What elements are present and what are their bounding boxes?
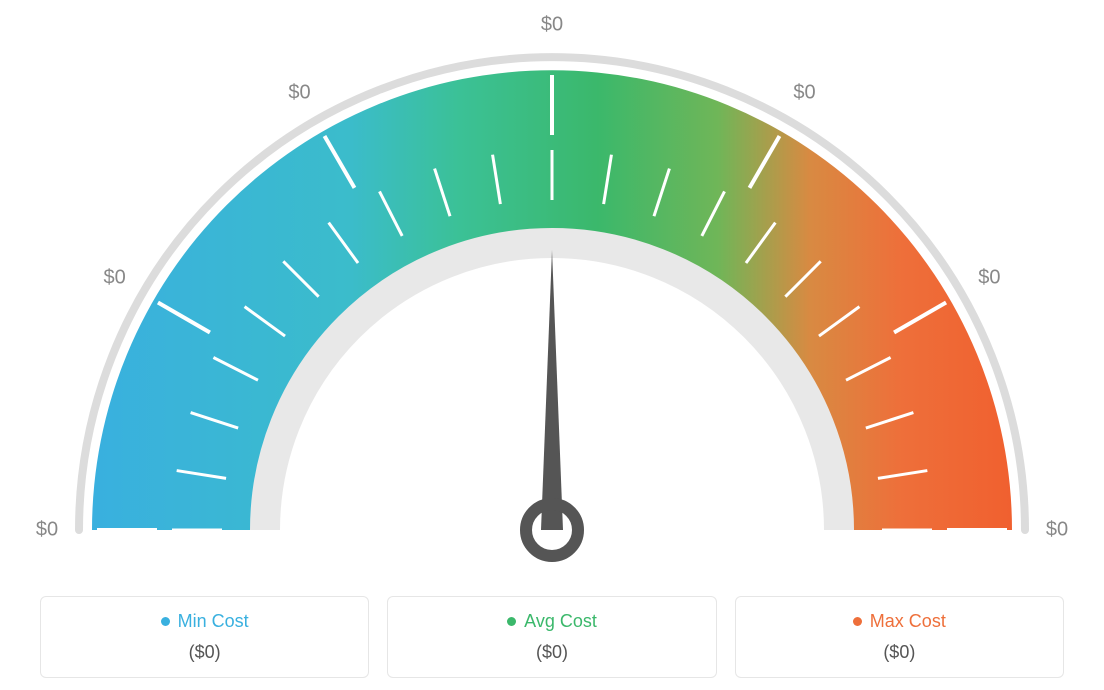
gauge-tick-label: $0 <box>978 266 1000 289</box>
legend-title-max: Max Cost <box>853 611 946 632</box>
legend-title-min: Min Cost <box>161 611 249 632</box>
gauge-svg <box>0 10 1104 570</box>
gauge-tick-label: $0 <box>288 81 310 104</box>
legend-dot-icon <box>161 617 170 626</box>
gauge-tick-label: $0 <box>36 519 58 542</box>
legend-title-avg: Avg Cost <box>507 611 597 632</box>
legend-value-min: ($0) <box>51 642 358 663</box>
legend-row: Min Cost ($0) Avg Cost ($0) Max Cost ($0… <box>40 596 1064 678</box>
legend-label: Min Cost <box>178 611 249 632</box>
legend-dot-icon <box>853 617 862 626</box>
legend-value-max: ($0) <box>746 642 1053 663</box>
legend-card-avg: Avg Cost ($0) <box>387 596 716 678</box>
legend-dot-icon <box>507 617 516 626</box>
gauge-tick-label: $0 <box>104 266 126 289</box>
gauge-tick-label: $0 <box>1046 519 1068 542</box>
legend-label: Avg Cost <box>524 611 597 632</box>
legend-value-avg: ($0) <box>398 642 705 663</box>
legend-label: Max Cost <box>870 611 946 632</box>
legend-card-min: Min Cost ($0) <box>40 596 369 678</box>
gauge-tick-label: $0 <box>541 14 563 37</box>
gauge-tick-label: $0 <box>793 81 815 104</box>
gauge-chart: $0 $0 $0 $0 $0 $0 $0 <box>0 10 1104 570</box>
legend-card-max: Max Cost ($0) <box>735 596 1064 678</box>
